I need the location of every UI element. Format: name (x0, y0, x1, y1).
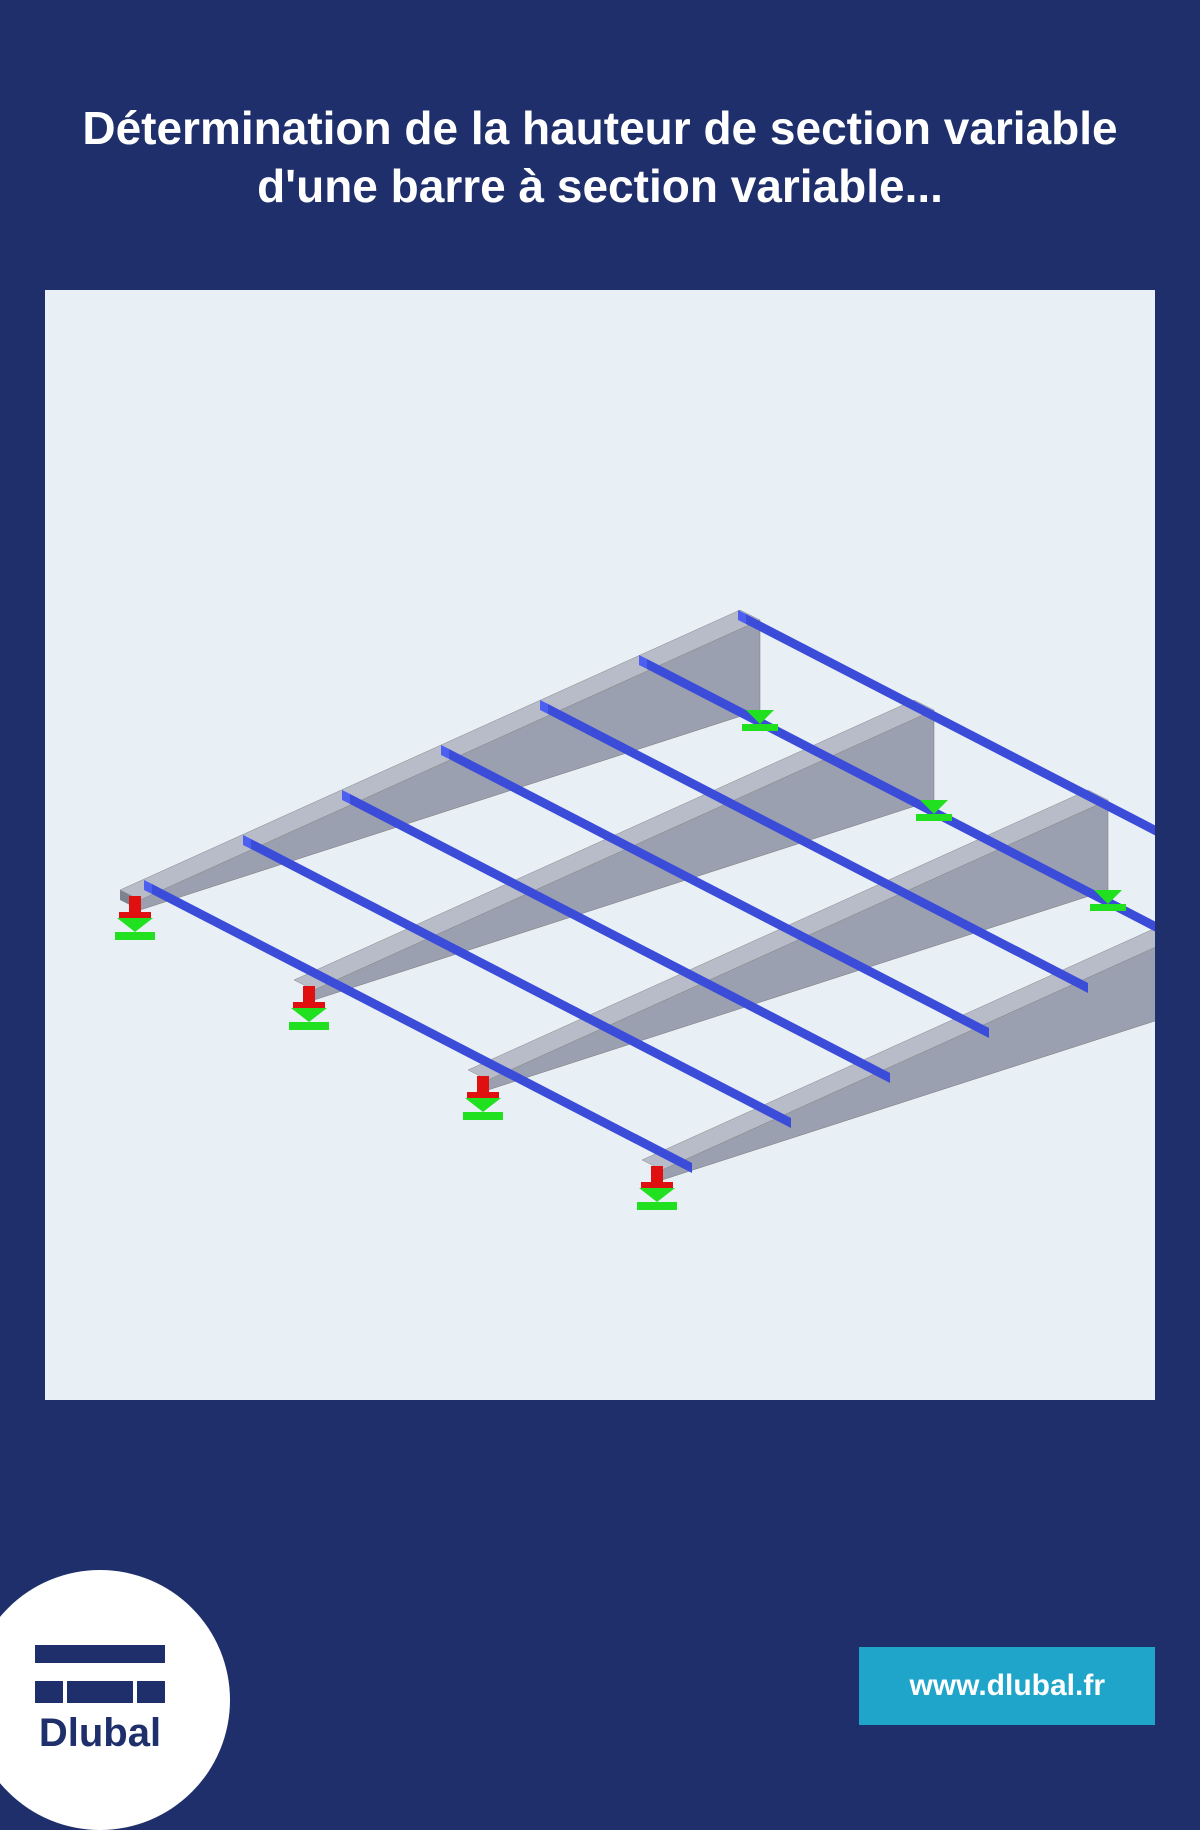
bridge-icon (35, 1645, 165, 1705)
brand-logo: Dlubal (0, 1570, 230, 1830)
structural-model (45, 290, 1155, 1400)
page-title: Détermination de la hauteur de section v… (0, 0, 1200, 275)
website-url: www.dlubal.fr (859, 1647, 1155, 1725)
model-viewport (45, 290, 1155, 1400)
brand-name: Dlubal (39, 1711, 161, 1756)
